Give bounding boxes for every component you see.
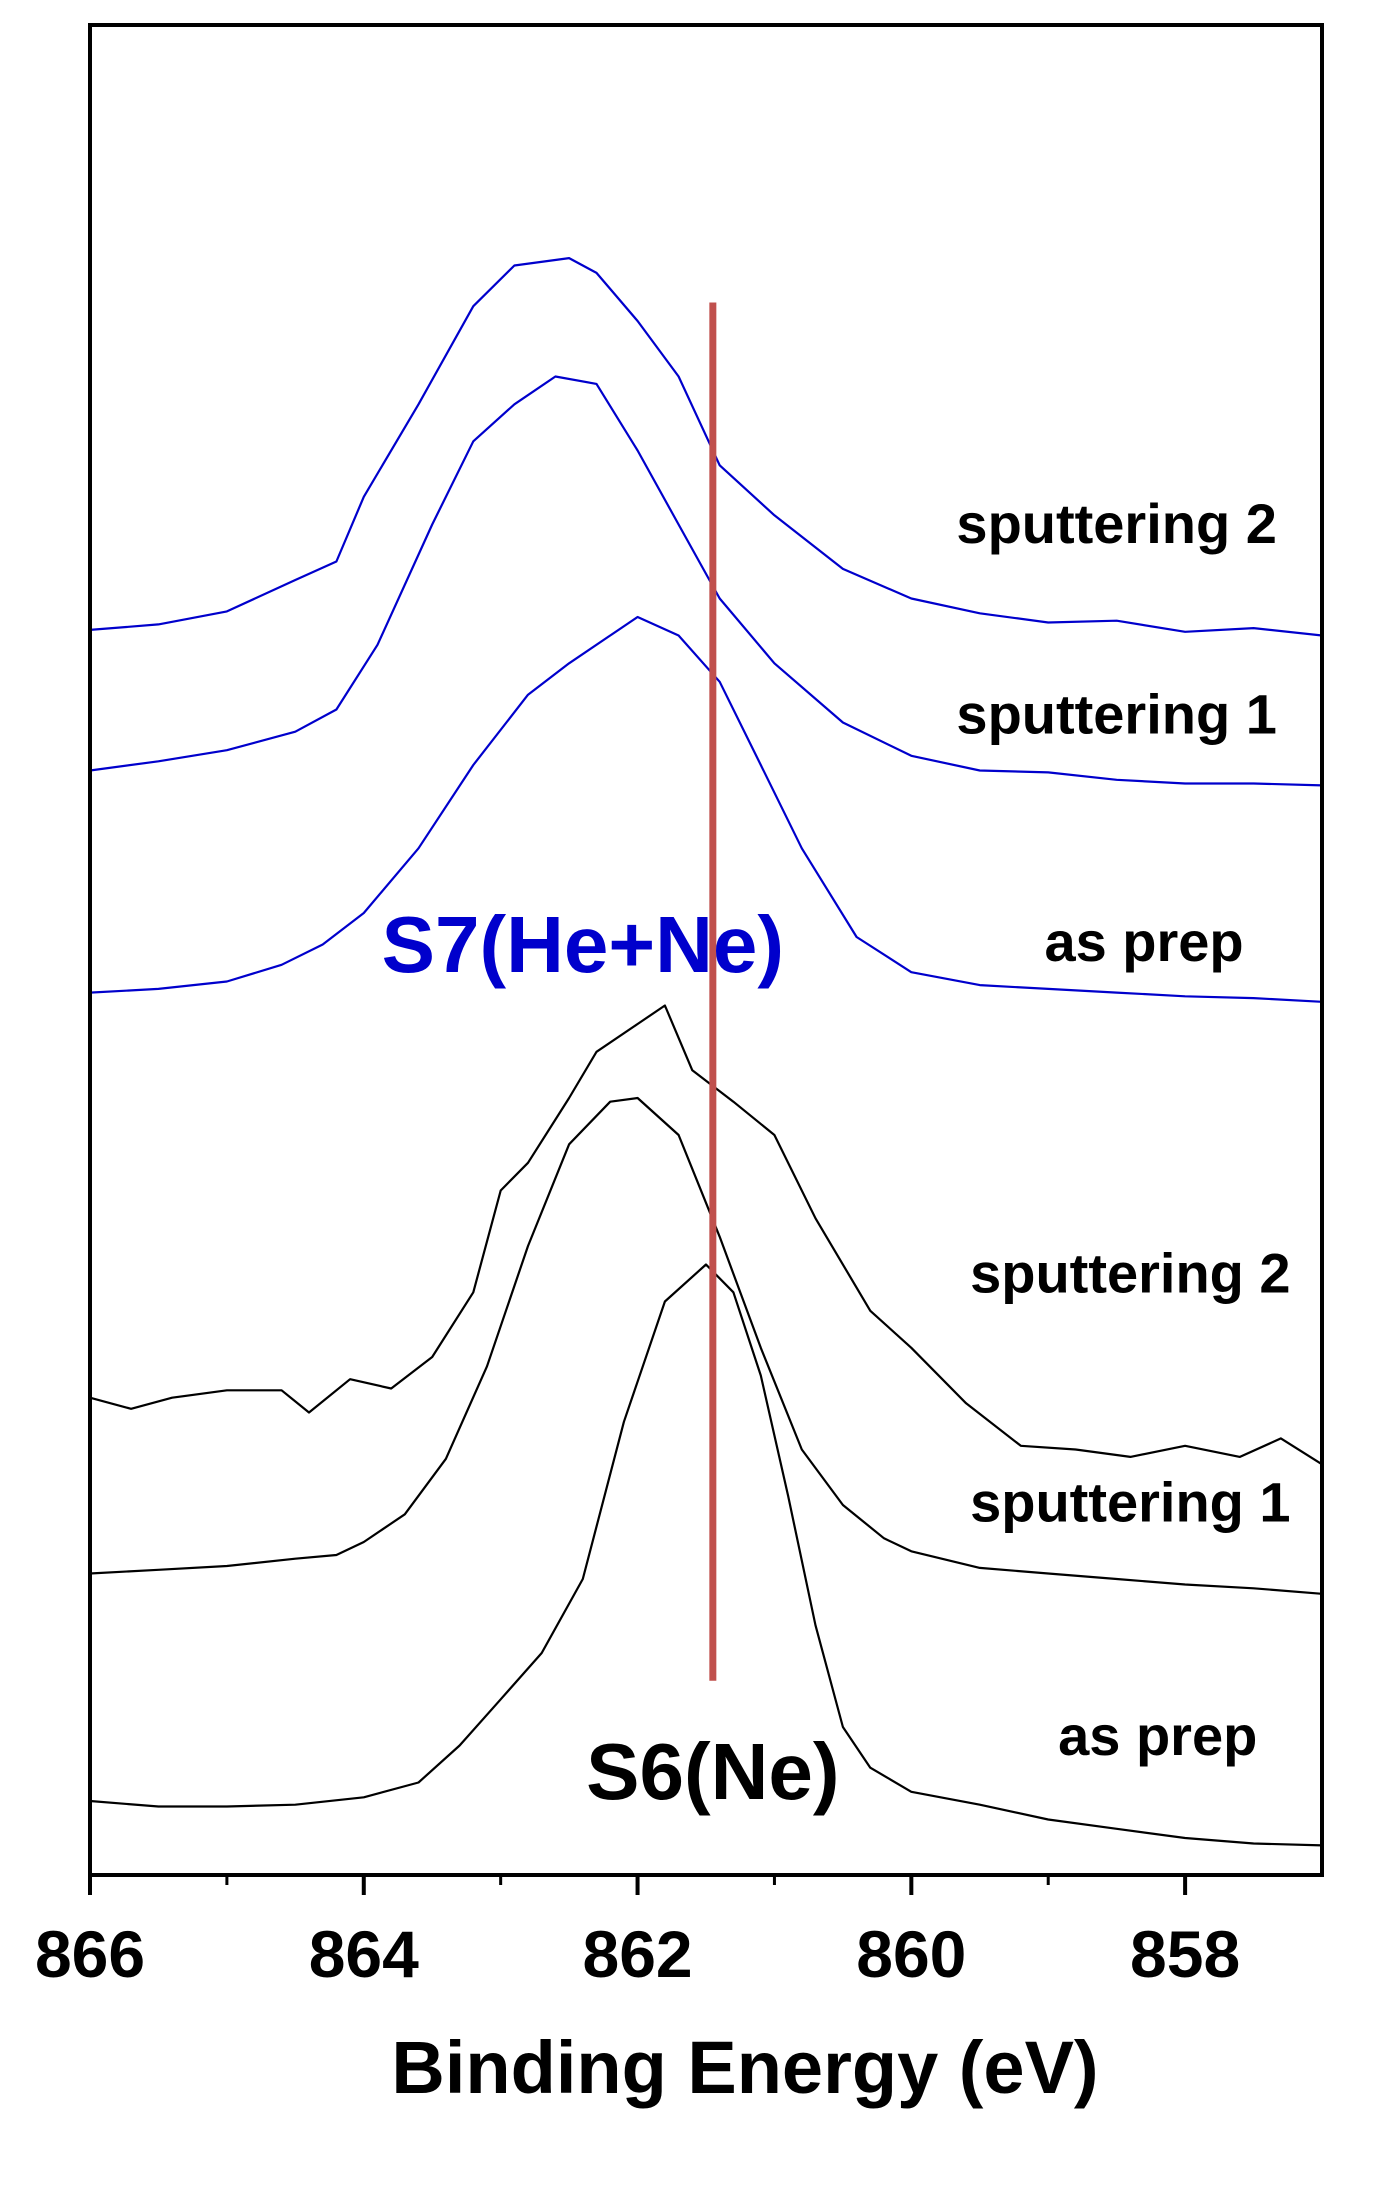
trace-label: as prep [1058, 1704, 1257, 1767]
x-axis-title: Binding Energy (eV) [391, 2026, 1098, 2109]
x-tick-label: 864 [309, 1917, 419, 1991]
group-label: S6(Ne) [586, 1727, 839, 1816]
series-s7-he-ne-as-prep [89, 615, 1323, 1003]
trace-label: sputtering 1 [970, 1471, 1290, 1534]
group-label: S7(He+Ne) [382, 900, 784, 989]
series-s6-ne-sputtering-2 [89, 1004, 1323, 1466]
trace-labels-layer: sputtering 2 sputtering 1 as prep sputterin… [382, 492, 1291, 1816]
x-tick-label: 860 [856, 1917, 966, 1991]
trace-label: sputtering 2 [970, 1241, 1290, 1304]
trace-label: sputtering 2 [956, 492, 1276, 555]
plot-frame [88, 23, 1324, 1877]
series-s7-he-ne-sputtering-2 [89, 257, 1323, 637]
x-tick-label: 866 [35, 1917, 145, 1991]
x-tick-label: 858 [1130, 1917, 1240, 1991]
series-layer [89, 257, 1323, 1847]
trace-label: as prep [1044, 910, 1243, 973]
series-s7-he-ne-sputtering-1 [89, 375, 1323, 787]
x-tick-label: 862 [582, 1917, 692, 1991]
series-s6-ne-sputtering-1 [89, 1096, 1323, 1595]
axes-layer: 866 864 862 860 858 [35, 23, 1324, 1991]
trace-label: sputtering 1 [956, 683, 1276, 746]
series-s6-ne-as-prep [89, 1263, 1323, 1847]
